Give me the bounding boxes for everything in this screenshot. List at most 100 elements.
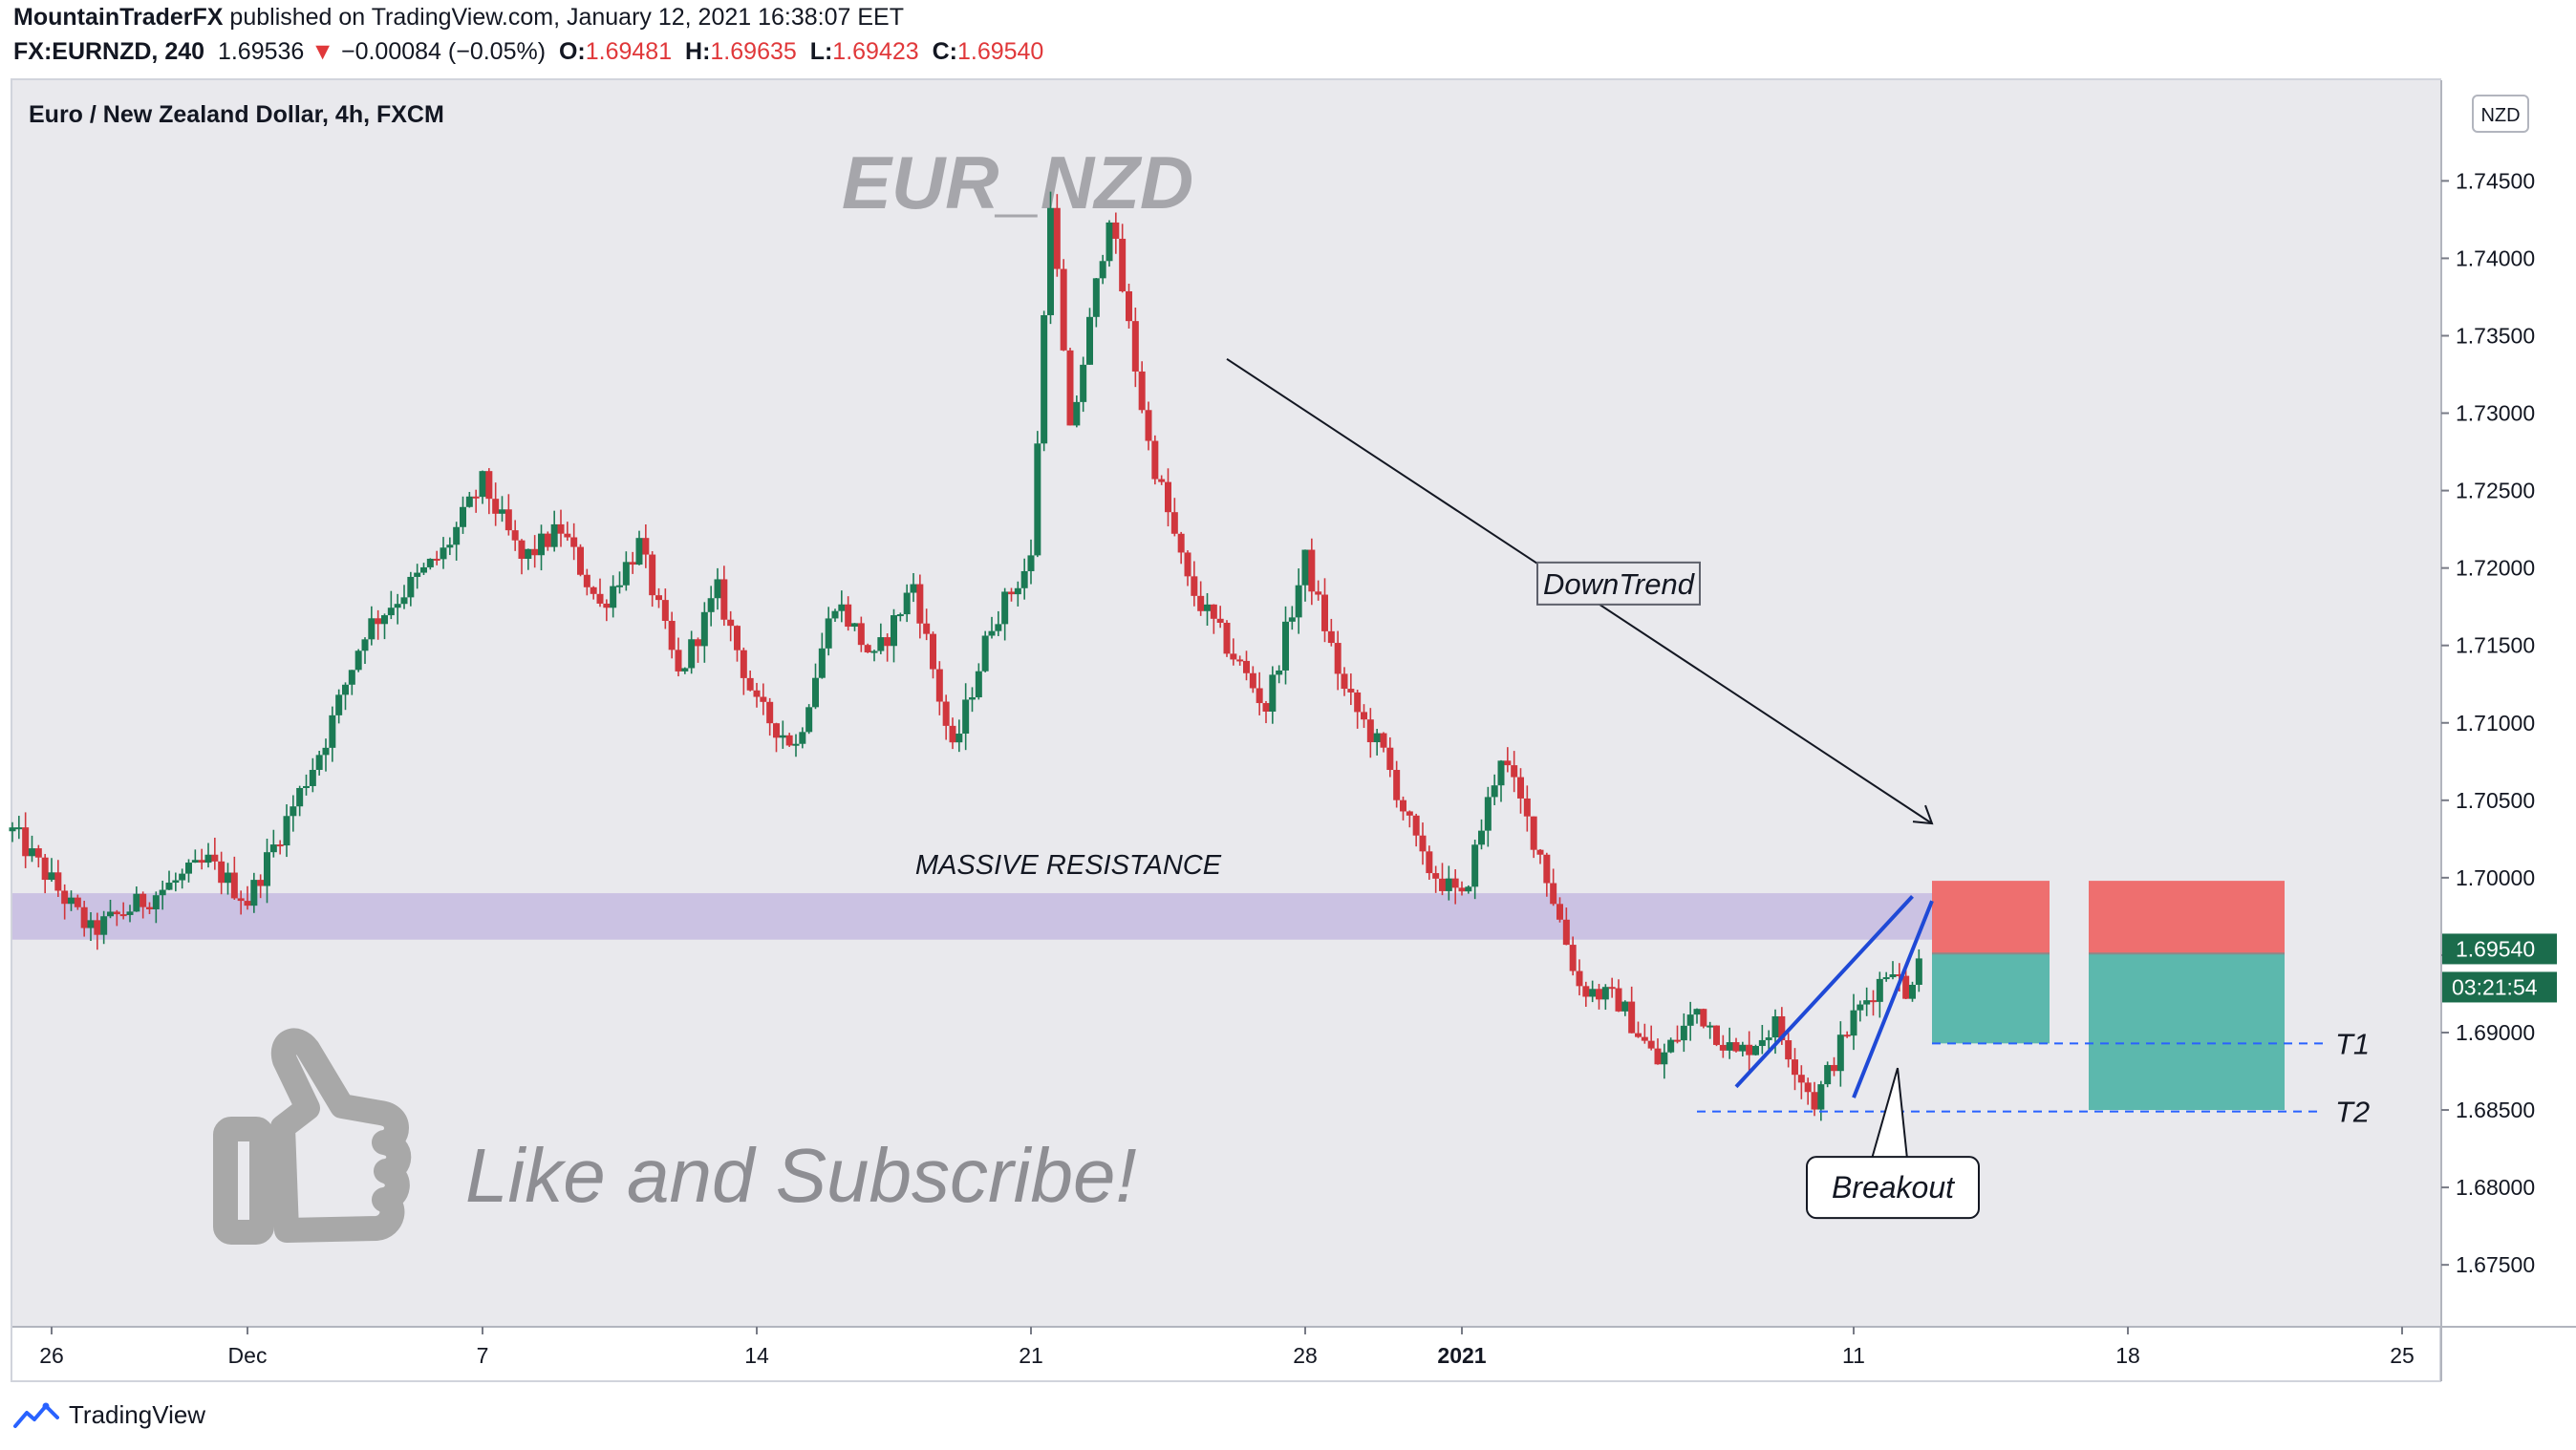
candle-body bbox=[1726, 1042, 1733, 1051]
candle-body bbox=[635, 538, 643, 565]
candle-body bbox=[211, 854, 219, 862]
take-profit-zone bbox=[2089, 953, 2285, 1111]
candle-body bbox=[354, 650, 362, 671]
price-tick-label: 1.67500 bbox=[2456, 1252, 2535, 1277]
candle-body bbox=[799, 732, 806, 744]
candle-body bbox=[420, 566, 427, 573]
candle-body bbox=[133, 893, 140, 912]
candle-body bbox=[1216, 618, 1224, 623]
candle-body bbox=[661, 600, 669, 621]
candle-body bbox=[942, 701, 950, 726]
candle-body bbox=[61, 890, 69, 905]
candle-body bbox=[1432, 873, 1440, 879]
candle-body bbox=[1882, 977, 1890, 980]
breakout-label: Breakout bbox=[1832, 1170, 1955, 1205]
candle-body bbox=[577, 546, 584, 575]
candle-body bbox=[381, 615, 388, 625]
take-profit-zone bbox=[1932, 953, 2050, 1044]
candle-body bbox=[264, 852, 270, 886]
candle-body bbox=[1315, 591, 1322, 595]
candle-body bbox=[1106, 222, 1113, 262]
candle-body bbox=[1027, 555, 1035, 571]
candle-body bbox=[590, 586, 597, 594]
candle-body bbox=[1647, 1040, 1655, 1049]
candle-body bbox=[185, 863, 192, 874]
candle-body bbox=[1654, 1048, 1662, 1065]
candle-body bbox=[610, 586, 617, 608]
candle-body bbox=[48, 872, 55, 881]
candle-body bbox=[955, 734, 963, 743]
last-price-label: 1.69540 bbox=[2456, 936, 2535, 961]
candle-body bbox=[675, 650, 682, 672]
candle-body bbox=[1674, 1039, 1681, 1042]
candle-body bbox=[1288, 617, 1296, 622]
tradingview-logo-icon[interactable] bbox=[13, 1401, 59, 1430]
candle-body bbox=[518, 540, 526, 559]
candle-body bbox=[446, 544, 454, 548]
candle-body bbox=[734, 626, 741, 650]
candle-body bbox=[570, 537, 578, 547]
currency-badge[interactable] bbox=[2472, 95, 2529, 133]
candle-body bbox=[499, 509, 505, 514]
candle-body bbox=[1635, 1033, 1642, 1037]
time-axis[interactable]: 26 Dec 7 14 21 28 2021 11 18 25 bbox=[39, 1327, 2415, 1368]
candle-body bbox=[1210, 604, 1217, 619]
candle-body bbox=[779, 735, 786, 738]
price-tick-label: 1.74500 bbox=[2456, 168, 2535, 193]
candle-body bbox=[315, 755, 323, 770]
downtrend-arrowhead bbox=[1912, 804, 1934, 825]
candle-body bbox=[877, 637, 885, 651]
candle-body bbox=[140, 893, 147, 907]
candle-body bbox=[695, 639, 701, 647]
time-tick-label: 26 bbox=[39, 1343, 64, 1368]
candles-layer bbox=[9, 191, 1922, 1121]
candle-body bbox=[1484, 797, 1492, 831]
close-label: C: bbox=[932, 38, 957, 65]
time-tick-label: 11 bbox=[1842, 1343, 1865, 1368]
candle-body bbox=[1204, 604, 1211, 611]
high-label: H: bbox=[685, 38, 711, 65]
symbol-watermark: EUR_NZD bbox=[842, 140, 1193, 224]
candle-body bbox=[368, 618, 376, 640]
candle-body bbox=[414, 572, 421, 577]
candle-body bbox=[649, 554, 656, 596]
price-tick-label: 1.73500 bbox=[2456, 323, 2535, 348]
price-axis[interactable]: 1.74500 1.74000 1.73500 1.73000 1.72500 1.720… bbox=[2441, 168, 2557, 1277]
candle-body bbox=[714, 579, 721, 599]
candle-body bbox=[785, 735, 793, 746]
candle-body bbox=[870, 650, 878, 653]
candle-body bbox=[825, 618, 832, 649]
countdown-label: 03:21:54 bbox=[2452, 974, 2538, 999]
candle-body bbox=[792, 743, 800, 746]
footer-brand[interactable]: TradingView bbox=[69, 1400, 206, 1429]
downtrend-label: DownTrend bbox=[1543, 567, 1696, 601]
candle-body bbox=[126, 911, 134, 915]
candle-body bbox=[1451, 878, 1459, 888]
candle-body bbox=[1412, 815, 1420, 836]
candle-body bbox=[1386, 747, 1394, 771]
candle-body bbox=[80, 906, 88, 928]
candle-body bbox=[1576, 970, 1583, 987]
candle-body bbox=[1465, 886, 1472, 892]
author-name[interactable]: MountainTraderFX bbox=[13, 4, 224, 31]
candle-body bbox=[257, 880, 265, 886]
candle-body bbox=[550, 523, 558, 547]
candle-body bbox=[1758, 1039, 1766, 1047]
footer: TradingView bbox=[13, 1400, 205, 1430]
candle-body bbox=[1831, 1064, 1837, 1072]
plot-area[interactable] bbox=[12, 80, 2441, 1327]
candle-body bbox=[851, 623, 858, 628]
candle-body bbox=[504, 509, 512, 531]
candle-body bbox=[935, 669, 943, 702]
candle-body bbox=[1870, 1000, 1877, 1003]
candle-body bbox=[1915, 958, 1922, 986]
candle-body bbox=[1680, 1025, 1687, 1041]
candle-body bbox=[988, 630, 996, 636]
candle-body bbox=[41, 857, 49, 881]
candle-body bbox=[1543, 854, 1551, 884]
candle-body bbox=[1667, 1039, 1675, 1053]
candle-body bbox=[1321, 594, 1328, 631]
candle-body bbox=[172, 880, 180, 884]
candle-body bbox=[831, 610, 839, 619]
